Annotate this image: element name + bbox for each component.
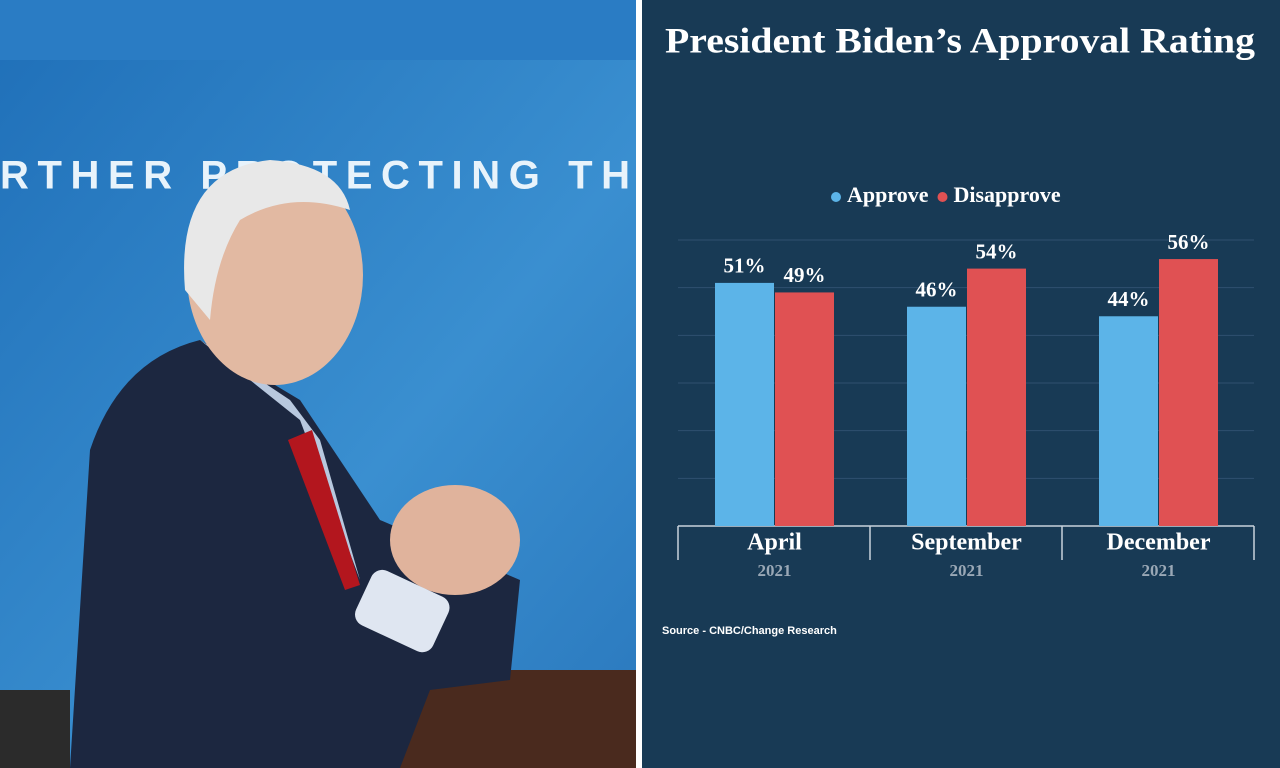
chart-title: President Biden’s Approval Rating (665, 20, 1255, 60)
value-label: 44% (1108, 287, 1150, 311)
chair (0, 690, 70, 768)
hair (184, 160, 350, 320)
bar (715, 282, 774, 526)
legend-swatch (937, 192, 948, 202)
legend-swatch (831, 192, 841, 202)
x-tick-label: December (1107, 530, 1211, 556)
value-label: 51% (724, 254, 766, 278)
value-label: 54% (976, 239, 1018, 263)
source: Source - CNBC/Change Research (662, 625, 837, 637)
tie (288, 430, 360, 590)
divider (636, 0, 642, 768)
photo: RTHER PROTECTING TH (0, 0, 636, 768)
x-tick-sublabel: 2021 (1142, 561, 1176, 580)
bar (1099, 316, 1158, 526)
value-label: 56% (1168, 230, 1210, 254)
x-tick-sublabel: 2021 (950, 561, 984, 580)
bar (775, 292, 834, 526)
bar (907, 306, 966, 526)
legend-label: Approve (847, 182, 929, 207)
x-tick-label: September (911, 530, 1022, 556)
value-label: 49% (784, 263, 826, 287)
hands (390, 485, 520, 595)
banner (0, 0, 636, 60)
x-tick-label: April (747, 530, 802, 556)
bar (1159, 259, 1218, 526)
cuff (355, 569, 450, 653)
bar (967, 268, 1026, 526)
value-label: 46% (916, 278, 958, 302)
x-tick-sublabel: 2021 (758, 561, 792, 580)
suit (70, 340, 520, 768)
legend-label: Disapprove (954, 182, 1061, 207)
